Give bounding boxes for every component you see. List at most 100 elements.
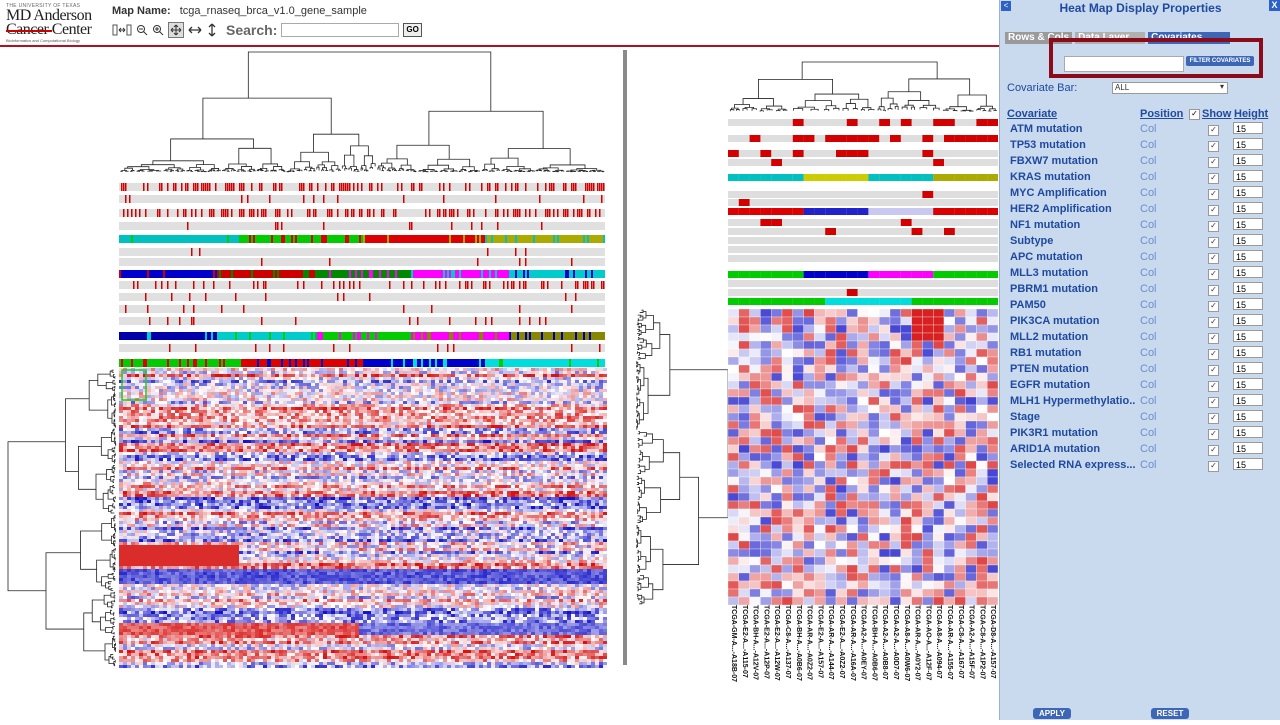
covariate-position[interactable]: Col	[1140, 411, 1157, 423]
covariate-position[interactable]: Col	[1140, 363, 1157, 375]
zoom-reset-icon[interactable]	[112, 23, 132, 37]
covariate-height-input[interactable]: 15	[1233, 378, 1263, 390]
covariate-show-checkbox[interactable]: ✓	[1208, 413, 1219, 424]
horizontal-zoom-icon[interactable]	[188, 23, 202, 37]
summary-heatmap[interactable]	[119, 368, 607, 668]
covariate-height-input[interactable]: 15	[1233, 442, 1263, 454]
covariate-show-checkbox[interactable]: ✓	[1208, 397, 1219, 408]
covariate-show-checkbox[interactable]: ✓	[1208, 125, 1219, 136]
covariate-show-checkbox[interactable]: ✓	[1208, 429, 1219, 440]
covariate-name: MLL2 mutation	[1010, 331, 1136, 343]
covariate-position[interactable]: Col	[1140, 139, 1157, 151]
column-label: TCGA-E2-A...-A0Z2-07	[838, 605, 845, 679]
panel-divider[interactable]	[623, 50, 627, 665]
show-column-header[interactable]: Show	[1202, 108, 1231, 120]
covariate-height-input[interactable]: 15	[1233, 250, 1263, 262]
covariate-position[interactable]: Col	[1140, 299, 1157, 311]
covariate-position[interactable]: Col	[1140, 203, 1157, 215]
reset-button[interactable]: RESET	[1151, 708, 1189, 719]
covariate-position[interactable]: Col	[1140, 315, 1157, 327]
covariate-show-checkbox[interactable]: ✓	[1208, 317, 1219, 328]
covariate-show-checkbox[interactable]: ✓	[1208, 189, 1219, 200]
covariate-show-checkbox[interactable]: ✓	[1208, 205, 1219, 216]
covariate-height-input[interactable]: 15	[1233, 314, 1263, 326]
position-column-header[interactable]: Position	[1140, 108, 1183, 120]
covariate-show-checkbox[interactable]: ✓	[1208, 301, 1219, 312]
covariate-position[interactable]: Col	[1140, 187, 1157, 199]
covariate-height-input[interactable]: 15	[1233, 458, 1263, 470]
filter-highlight-box	[1049, 38, 1263, 78]
covariate-height-input[interactable]: 15	[1233, 138, 1263, 150]
covariate-show-checkbox[interactable]: ✓	[1208, 285, 1219, 296]
detail-covariate-bars	[728, 119, 998, 305]
column-label: TCGA-C8-A...-A167-07	[957, 605, 964, 679]
covariate-height-input[interactable]: 15	[1233, 346, 1263, 358]
covariate-height-input[interactable]: 15	[1233, 186, 1263, 198]
position-all-checkbox[interactable]: ✓	[1189, 109, 1200, 120]
column-label: TCGA-AR-A...-A16A-07	[849, 605, 856, 681]
apply-button[interactable]: APPLY	[1033, 708, 1071, 719]
search-input[interactable]	[281, 23, 399, 37]
detail-heatmap[interactable]	[728, 309, 998, 605]
covariate-show-checkbox[interactable]: ✓	[1208, 221, 1219, 232]
zoom-out-icon[interactable]	[136, 23, 148, 37]
covariate-show-checkbox[interactable]: ✓	[1208, 237, 1219, 248]
covariate-show-checkbox[interactable]: ✓	[1208, 381, 1219, 392]
covariate-position[interactable]: Col	[1140, 251, 1157, 263]
full-map-icon[interactable]	[168, 22, 184, 38]
toolbar: Search: GO	[112, 21, 422, 39]
covariate-name: MLH1 Hypermethylatio...	[1010, 395, 1136, 407]
close-panel-button[interactable]: X	[1269, 0, 1280, 11]
covariate-height-input[interactable]: 15	[1233, 410, 1263, 422]
covariate-height-input[interactable]: 15	[1233, 122, 1263, 134]
covariate-height-input[interactable]: 15	[1233, 154, 1263, 166]
covariate-height-input[interactable]: 15	[1233, 426, 1263, 438]
covariate-show-checkbox[interactable]: ✓	[1208, 445, 1219, 456]
go-button[interactable]: GO	[403, 23, 421, 37]
covariate-show-checkbox[interactable]: ✓	[1208, 333, 1219, 344]
height-column-header[interactable]: Height	[1234, 108, 1268, 120]
covariate-position[interactable]: Col	[1140, 395, 1157, 407]
covariate-show-checkbox[interactable]: ✓	[1208, 253, 1219, 264]
covariate-position[interactable]: Col	[1140, 459, 1157, 471]
covariate-height-input[interactable]: 15	[1233, 202, 1263, 214]
covariate-show-checkbox[interactable]: ✓	[1208, 461, 1219, 472]
covariate-position[interactable]: Col	[1140, 155, 1157, 167]
covariate-column-header[interactable]: Covariate	[1007, 108, 1057, 120]
covariate-position[interactable]: Col	[1140, 171, 1157, 183]
covariate-height-input[interactable]: 15	[1233, 362, 1263, 374]
covariate-position[interactable]: Col	[1140, 267, 1157, 279]
covariate-position[interactable]: Col	[1140, 379, 1157, 391]
search-label: Search:	[226, 22, 277, 38]
covariate-show-checkbox[interactable]: ✓	[1208, 173, 1219, 184]
covariate-show-checkbox[interactable]: ✓	[1208, 157, 1219, 168]
covariate-row: Subtype Col ✓ 15	[1000, 233, 1280, 249]
covariate-show-checkbox[interactable]: ✓	[1208, 365, 1219, 376]
covariate-height-input[interactable]: 15	[1233, 234, 1263, 246]
covariate-height-input[interactable]: 15	[1233, 298, 1263, 310]
covariate-position[interactable]: Col	[1140, 219, 1157, 231]
covariate-position[interactable]: Col	[1140, 347, 1157, 359]
covariate-show-checkbox[interactable]: ✓	[1208, 269, 1219, 280]
vertical-zoom-icon[interactable]	[206, 23, 218, 37]
covariate-bar-select[interactable]: ALL	[1112, 82, 1228, 94]
covariate-position[interactable]: Col	[1140, 123, 1157, 135]
covariate-height-input[interactable]: 15	[1233, 330, 1263, 342]
covariate-show-checkbox[interactable]: ✓	[1208, 141, 1219, 152]
covariate-position[interactable]: Col	[1140, 443, 1157, 455]
covariate-position[interactable]: Col	[1140, 427, 1157, 439]
covariate-position[interactable]: Col	[1140, 235, 1157, 247]
zoom-in-icon[interactable]	[152, 23, 164, 37]
covariate-height-input[interactable]: 15	[1233, 218, 1263, 230]
covariate-height-input[interactable]: 15	[1233, 170, 1263, 182]
covariate-position[interactable]: Col	[1140, 331, 1157, 343]
covariate-name: Subtype	[1010, 235, 1136, 247]
covariate-height-input[interactable]: 15	[1233, 394, 1263, 406]
covariate-show-checkbox[interactable]: ✓	[1208, 349, 1219, 360]
covariate-position[interactable]: Col	[1140, 283, 1157, 295]
column-label: TCGA-E2-A...-A12P-07	[762, 605, 769, 679]
covariate-name: PIK3R1 mutation	[1010, 427, 1136, 439]
covariate-height-input[interactable]: 15	[1233, 282, 1263, 294]
covariate-height-input[interactable]: 15	[1233, 266, 1263, 278]
